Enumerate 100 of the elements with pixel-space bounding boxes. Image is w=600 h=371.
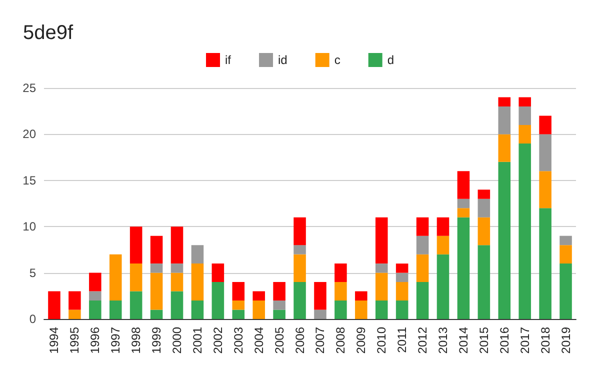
bar xyxy=(252,291,265,301)
bar xyxy=(334,300,347,319)
bar xyxy=(416,236,429,254)
bar xyxy=(89,300,102,319)
bar xyxy=(498,106,511,134)
bar xyxy=(375,272,388,301)
bar xyxy=(170,264,184,273)
bar xyxy=(539,171,552,208)
bar xyxy=(436,254,450,319)
bar xyxy=(560,245,572,264)
bar xyxy=(212,264,224,282)
bar xyxy=(457,171,470,199)
bar xyxy=(375,300,388,319)
bar xyxy=(314,310,326,319)
x-tick-label: 2006 xyxy=(292,326,307,354)
bar xyxy=(334,264,347,282)
bar xyxy=(396,272,408,282)
bar xyxy=(478,217,490,246)
x-tick-label: 2008 xyxy=(334,326,348,354)
y-tick-label: 10 xyxy=(22,220,36,234)
bar xyxy=(498,134,511,162)
bar xyxy=(396,264,408,273)
x-tick-label: 1999 xyxy=(150,326,164,354)
legend-label: c xyxy=(334,53,340,67)
bar xyxy=(170,272,184,292)
x-tick-label: 2010 xyxy=(374,326,389,354)
bar xyxy=(191,264,204,301)
bar xyxy=(150,264,163,273)
bar xyxy=(457,208,470,218)
bar xyxy=(170,226,184,264)
bar xyxy=(416,282,429,319)
x-tick-label: 2018 xyxy=(538,326,552,354)
legend-label: if xyxy=(224,53,232,67)
x-tick-label: 1995 xyxy=(68,326,82,354)
bar xyxy=(518,106,531,125)
bar xyxy=(498,162,511,319)
bar xyxy=(109,254,122,301)
bar xyxy=(150,310,163,319)
bar xyxy=(294,282,306,319)
bar xyxy=(478,198,490,218)
bar xyxy=(478,245,490,319)
x-tick-label: 2015 xyxy=(476,326,491,354)
x-tick-label: 2002 xyxy=(210,326,225,354)
bar xyxy=(396,282,408,301)
bar xyxy=(436,217,450,236)
bar xyxy=(273,300,286,310)
legend-label: id xyxy=(278,53,288,67)
chart-title: 5de9f xyxy=(23,22,74,44)
x-tick-label: 1996 xyxy=(88,326,102,354)
bar xyxy=(212,282,224,319)
y-tick-label: 0 xyxy=(29,312,36,326)
bar xyxy=(68,310,81,319)
bar xyxy=(436,236,450,254)
bar xyxy=(396,300,408,319)
bar xyxy=(232,282,245,301)
bar xyxy=(191,300,204,319)
x-tick-label: 2017 xyxy=(518,326,532,354)
bar xyxy=(294,217,306,246)
bar xyxy=(375,217,388,264)
bar xyxy=(539,116,552,134)
legend-label: d xyxy=(387,53,394,67)
bar xyxy=(294,254,306,282)
x-tick-label: 2005 xyxy=(272,326,286,354)
y-tick-label: 25 xyxy=(22,81,36,95)
x-tick-label: 2000 xyxy=(170,326,184,354)
bar xyxy=(89,272,102,292)
bar xyxy=(150,236,163,264)
bar xyxy=(518,143,531,319)
x-tick-label: 1998 xyxy=(129,326,144,354)
x-tick-label: 2009 xyxy=(354,326,368,354)
bar xyxy=(150,272,163,310)
bar xyxy=(498,97,511,106)
bar xyxy=(478,190,490,199)
x-tick-label: 2011 xyxy=(395,326,410,353)
bar xyxy=(130,226,142,264)
bar xyxy=(48,291,60,319)
bar xyxy=(314,282,326,310)
bar xyxy=(130,264,142,292)
bar xyxy=(273,310,286,319)
bar xyxy=(518,97,531,106)
bar xyxy=(191,245,204,264)
bar xyxy=(539,208,552,319)
x-tick-label: 2019 xyxy=(558,326,573,354)
bar xyxy=(109,300,122,319)
y-tick-label: 15 xyxy=(22,173,36,188)
bar xyxy=(560,264,572,319)
x-tick-label: 2004 xyxy=(252,326,266,354)
bar xyxy=(457,198,470,208)
bar xyxy=(416,217,429,236)
bar xyxy=(334,282,347,301)
x-tick-label: 2014 xyxy=(456,326,470,354)
bar xyxy=(232,310,245,319)
bar xyxy=(232,300,245,310)
bar xyxy=(457,217,470,319)
x-tick-label: 2001 xyxy=(190,326,204,354)
bar xyxy=(355,291,368,301)
bar xyxy=(375,264,388,273)
y-tick-label: 20 xyxy=(22,127,36,142)
x-tick-label: 2016 xyxy=(497,326,512,354)
bar xyxy=(130,291,142,319)
